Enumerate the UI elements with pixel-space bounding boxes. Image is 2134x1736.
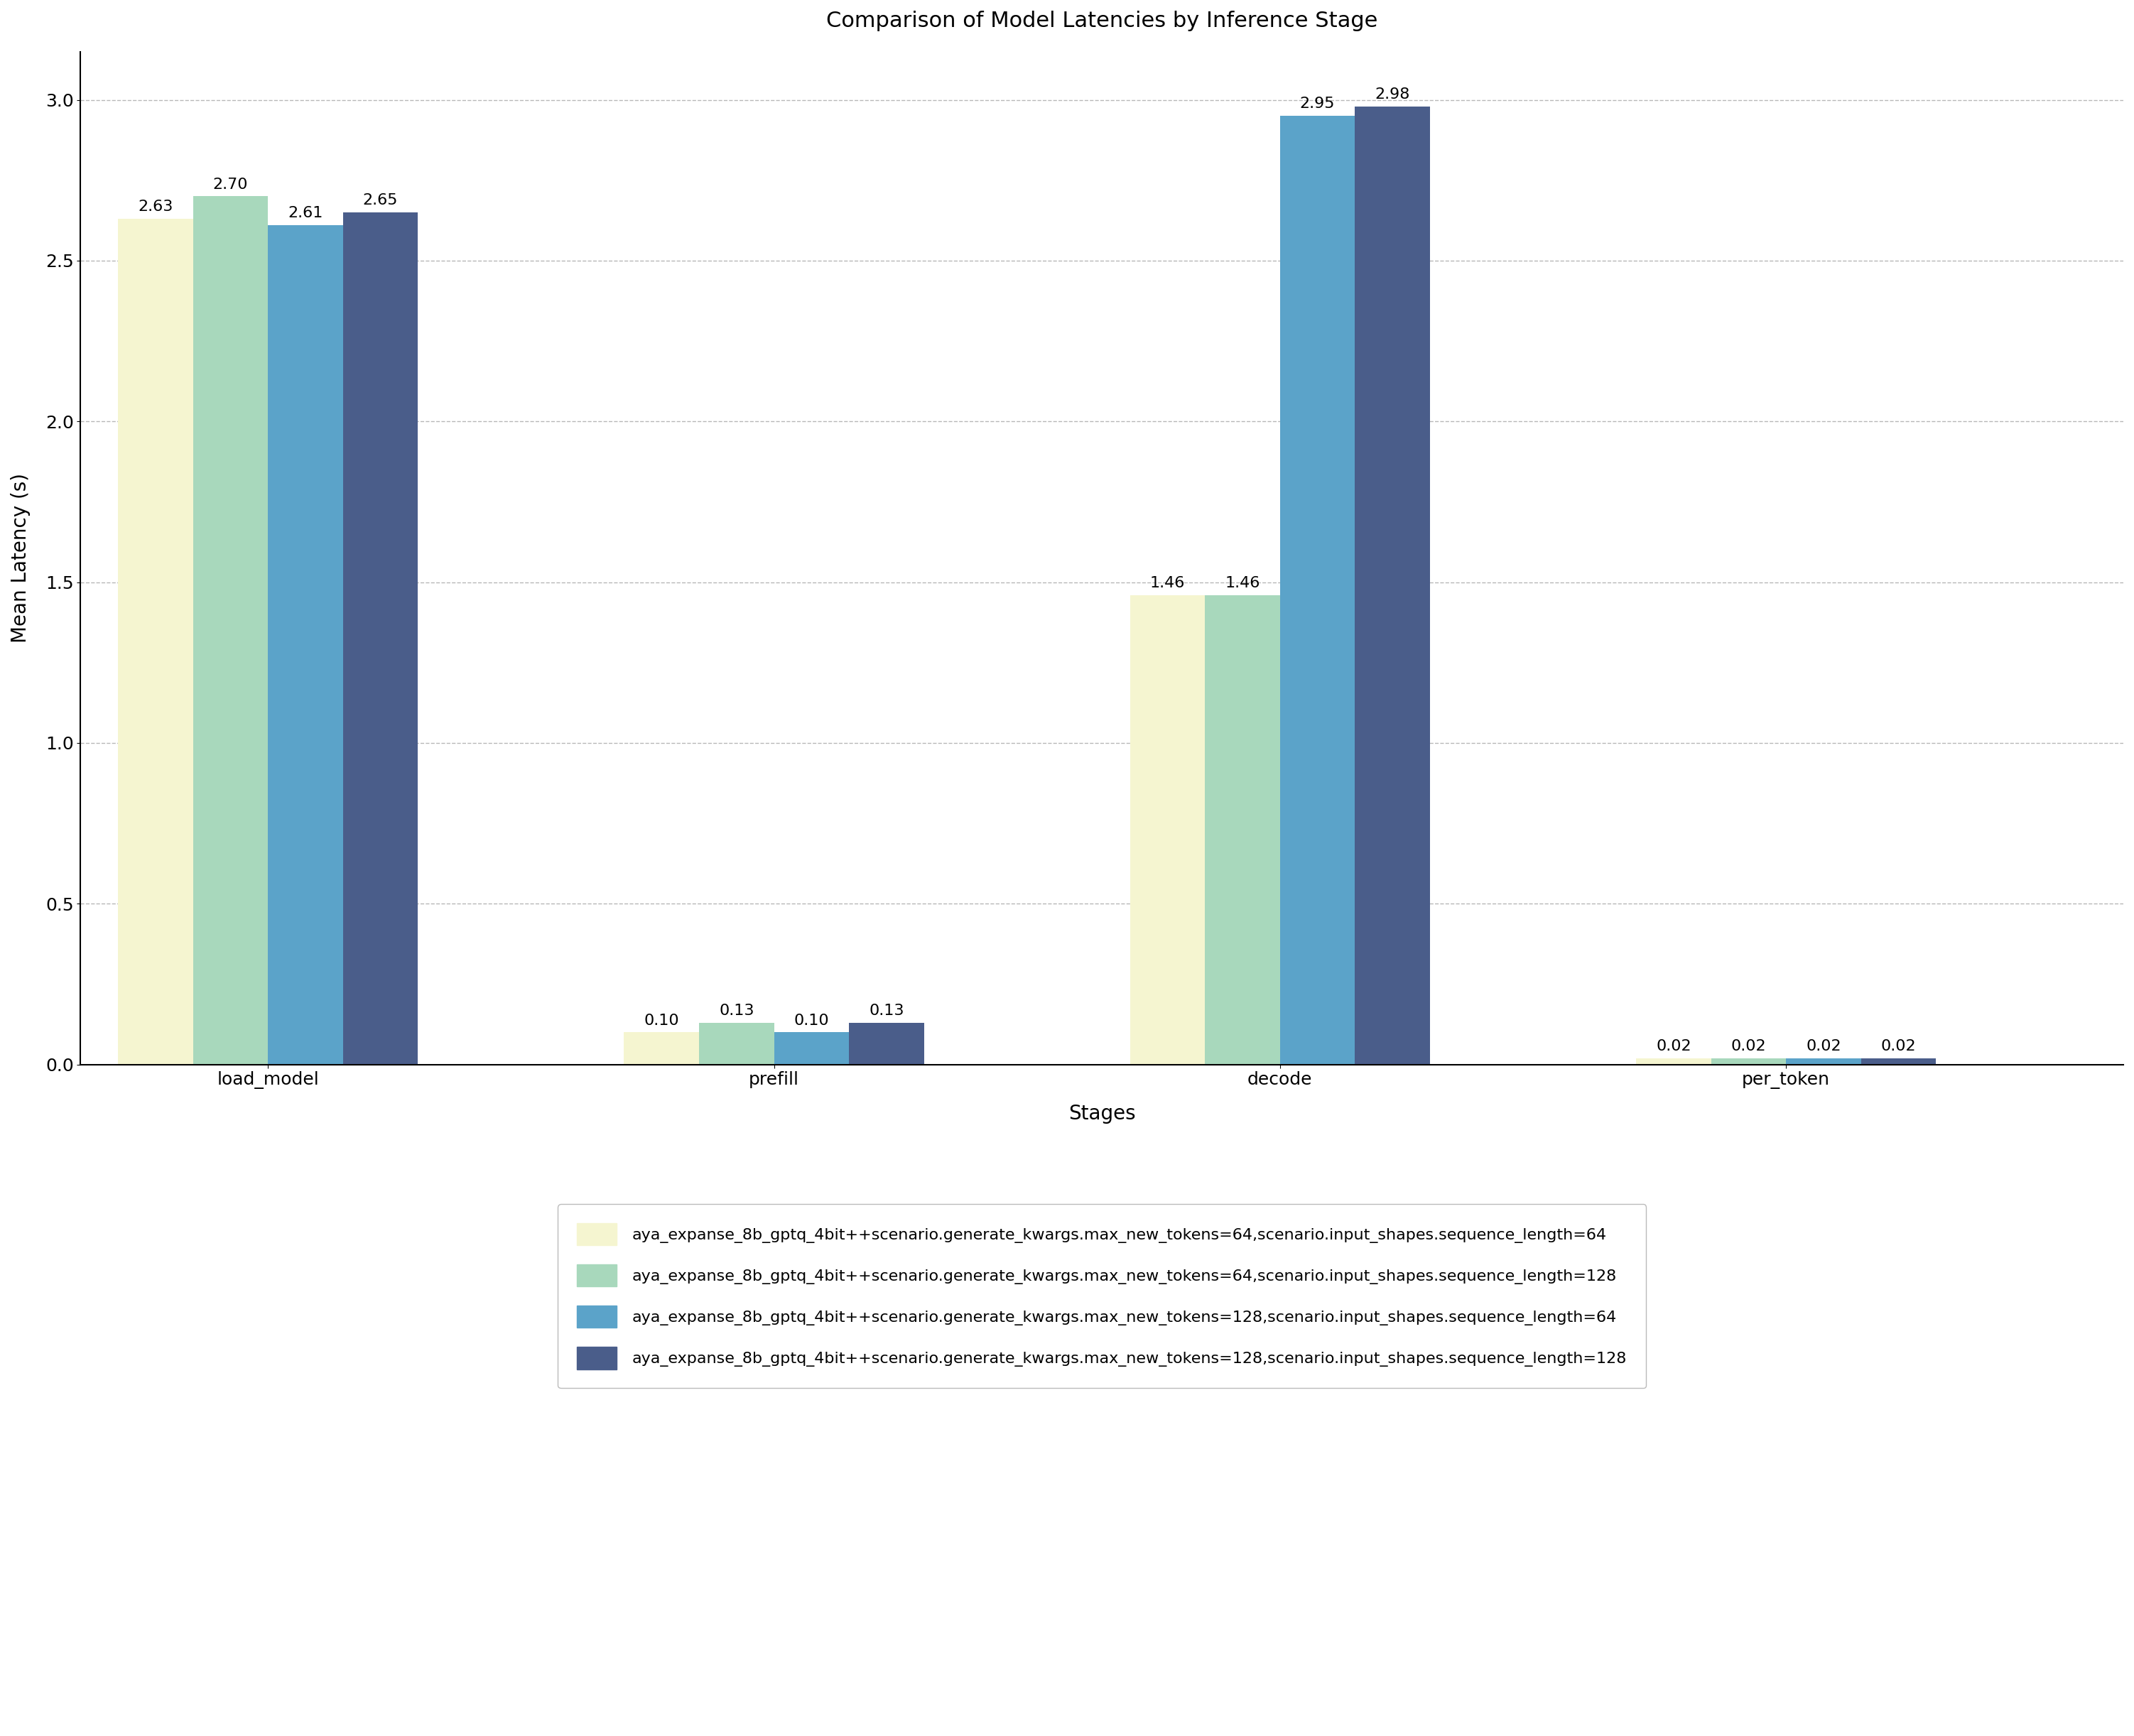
Y-axis label: Mean Latency (s): Mean Latency (s): [11, 474, 30, 642]
Text: 0.10: 0.10: [644, 1014, 679, 1028]
X-axis label: Stages: Stages: [1069, 1104, 1135, 1123]
Bar: [775, 1033, 849, 1064]
Bar: [700, 1023, 775, 1064]
Text: 0.13: 0.13: [869, 1003, 905, 1017]
Bar: [1206, 595, 1280, 1064]
Text: 2.61: 2.61: [288, 207, 322, 220]
Bar: [1711, 1057, 1786, 1064]
Text: 0.13: 0.13: [719, 1003, 753, 1017]
Legend: aya_expanse_8b_gptq_4bit++scenario.generate_kwargs.max_new_tokens=64,scenario.in: aya_expanse_8b_gptq_4bit++scenario.gener…: [557, 1205, 1645, 1389]
Bar: [1280, 116, 1355, 1064]
Title: Comparison of Model Latencies by Inference Stage: Comparison of Model Latencies by Inferen…: [826, 10, 1379, 31]
Text: 1.46: 1.46: [1225, 576, 1259, 590]
Bar: [849, 1023, 924, 1064]
Text: 2.65: 2.65: [363, 193, 399, 208]
Bar: [1355, 106, 1430, 1064]
Bar: [192, 196, 269, 1064]
Text: 0.02: 0.02: [1880, 1040, 1916, 1054]
Text: 1.46: 1.46: [1150, 576, 1184, 590]
Bar: [1637, 1057, 1711, 1064]
Text: 2.70: 2.70: [213, 177, 248, 191]
Bar: [1861, 1057, 1936, 1064]
Bar: [344, 212, 418, 1064]
Text: 0.10: 0.10: [794, 1014, 830, 1028]
Text: 2.95: 2.95: [1300, 97, 1336, 111]
Bar: [1131, 595, 1206, 1064]
Text: 0.02: 0.02: [1731, 1040, 1767, 1054]
Bar: [269, 226, 344, 1064]
Text: 0.02: 0.02: [1656, 1040, 1690, 1054]
Bar: [1786, 1057, 1861, 1064]
Text: 2.63: 2.63: [139, 200, 173, 214]
Bar: [117, 219, 192, 1064]
Bar: [623, 1033, 700, 1064]
Text: 2.98: 2.98: [1374, 87, 1411, 101]
Text: 0.02: 0.02: [1805, 1040, 1842, 1054]
